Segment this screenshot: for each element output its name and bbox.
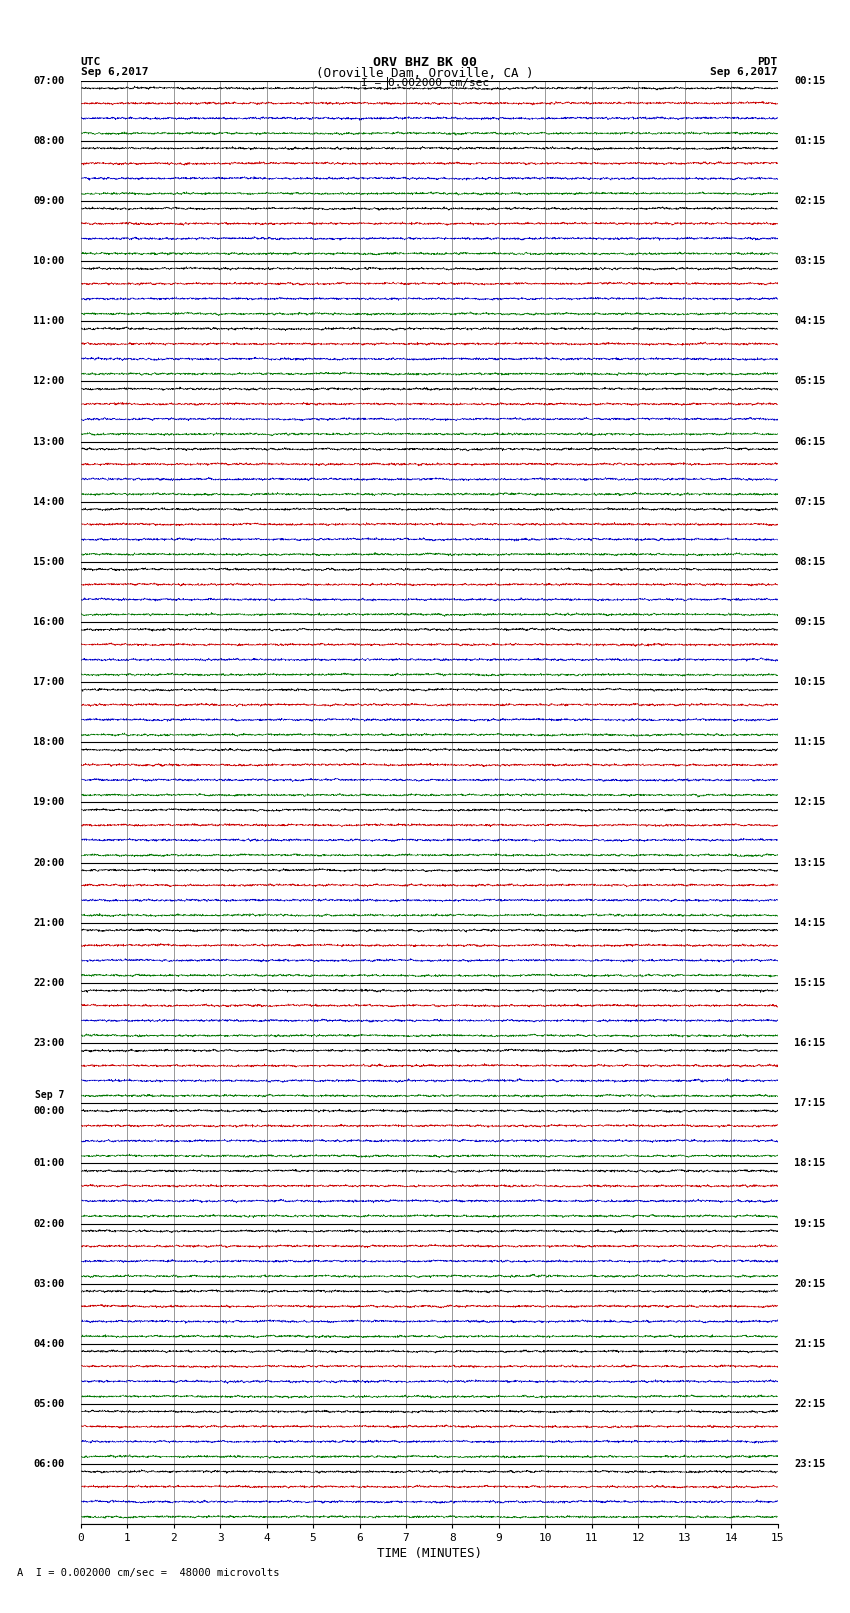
Text: 03:00: 03:00 <box>33 1279 65 1289</box>
Text: 21:00: 21:00 <box>33 918 65 927</box>
Text: 15:15: 15:15 <box>794 977 825 987</box>
Text: 02:15: 02:15 <box>794 195 825 206</box>
Text: PDT: PDT <box>757 56 778 68</box>
Text: 22:00: 22:00 <box>33 977 65 987</box>
Text: 11:00: 11:00 <box>33 316 65 326</box>
Text: 02:00: 02:00 <box>33 1218 65 1229</box>
Text: 03:15: 03:15 <box>794 256 825 266</box>
Text: 08:15: 08:15 <box>794 556 825 566</box>
Text: 10:15: 10:15 <box>794 677 825 687</box>
Text: 20:15: 20:15 <box>794 1279 825 1289</box>
Text: 22:15: 22:15 <box>794 1398 825 1410</box>
Text: 07:15: 07:15 <box>794 497 825 506</box>
Text: 04:00: 04:00 <box>33 1339 65 1348</box>
Text: 04:15: 04:15 <box>794 316 825 326</box>
X-axis label: TIME (MINUTES): TIME (MINUTES) <box>377 1547 482 1560</box>
Text: 14:00: 14:00 <box>33 497 65 506</box>
Text: 17:00: 17:00 <box>33 677 65 687</box>
Text: 05:15: 05:15 <box>794 376 825 387</box>
Text: 07:00: 07:00 <box>33 76 65 85</box>
Text: 19:00: 19:00 <box>33 797 65 808</box>
Text: 13:15: 13:15 <box>794 858 825 868</box>
Text: 23:15: 23:15 <box>794 1460 825 1469</box>
Text: (Oroville Dam, Oroville, CA ): (Oroville Dam, Oroville, CA ) <box>316 66 534 81</box>
Text: UTC: UTC <box>81 56 101 68</box>
Text: 11:15: 11:15 <box>794 737 825 747</box>
Text: 18:00: 18:00 <box>33 737 65 747</box>
Text: 10:00: 10:00 <box>33 256 65 266</box>
Text: 01:00: 01:00 <box>33 1158 65 1168</box>
Text: 16:15: 16:15 <box>794 1039 825 1048</box>
Text: 06:00: 06:00 <box>33 1460 65 1469</box>
Text: 18:15: 18:15 <box>794 1158 825 1168</box>
Text: 05:00: 05:00 <box>33 1398 65 1410</box>
Text: 16:00: 16:00 <box>33 618 65 627</box>
Text: Sep 6,2017: Sep 6,2017 <box>711 66 778 77</box>
Text: 13:00: 13:00 <box>33 437 65 447</box>
Text: A  I = 0.002000 cm/sec =  48000 microvolts: A I = 0.002000 cm/sec = 48000 microvolts <box>17 1568 280 1578</box>
Text: 17:15: 17:15 <box>794 1098 825 1108</box>
Text: 00:15: 00:15 <box>794 76 825 85</box>
Text: I = 0.002000 cm/sec: I = 0.002000 cm/sec <box>361 77 489 89</box>
Text: 14:15: 14:15 <box>794 918 825 927</box>
Text: ORV BHZ BK 00: ORV BHZ BK 00 <box>373 55 477 69</box>
Text: 00:00: 00:00 <box>33 1107 65 1116</box>
Text: 15:00: 15:00 <box>33 556 65 566</box>
Text: 09:00: 09:00 <box>33 195 65 206</box>
Text: 09:15: 09:15 <box>794 618 825 627</box>
Text: 12:15: 12:15 <box>794 797 825 808</box>
Text: 01:15: 01:15 <box>794 135 825 145</box>
Text: 08:00: 08:00 <box>33 135 65 145</box>
Text: Sep 6,2017: Sep 6,2017 <box>81 66 148 77</box>
Text: 21:15: 21:15 <box>794 1339 825 1348</box>
Text: 06:15: 06:15 <box>794 437 825 447</box>
Text: 12:00: 12:00 <box>33 376 65 387</box>
Text: Sep 7: Sep 7 <box>35 1090 65 1100</box>
Text: 19:15: 19:15 <box>794 1218 825 1229</box>
Text: 20:00: 20:00 <box>33 858 65 868</box>
Text: 23:00: 23:00 <box>33 1039 65 1048</box>
